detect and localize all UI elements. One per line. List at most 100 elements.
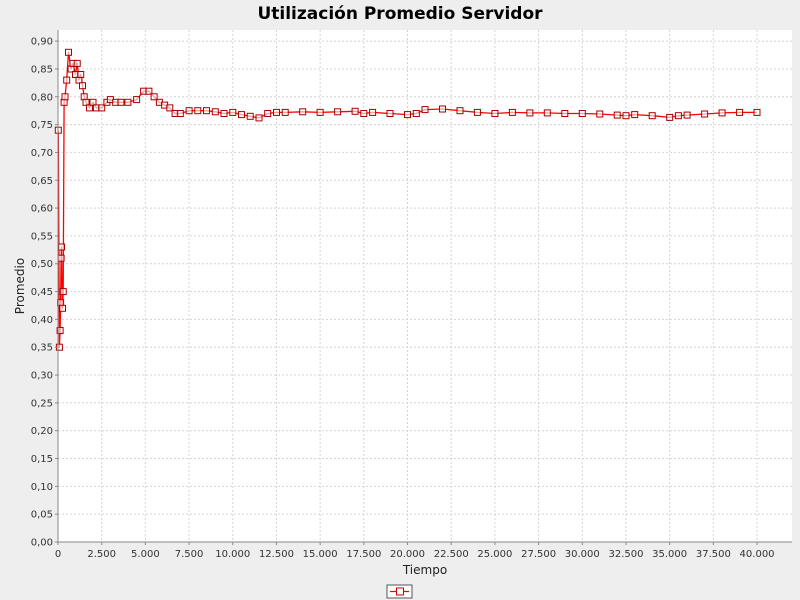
legend-marker-swatch <box>396 587 404 596</box>
x-tick-label: 32.500 <box>608 549 643 560</box>
data-point <box>508 108 516 116</box>
y-tick-label: 0,35 <box>31 343 53 354</box>
data-point <box>561 110 569 117</box>
x-tick-label: 5.000 <box>131 549 160 560</box>
data-point <box>596 110 604 118</box>
data-point <box>369 108 377 116</box>
legend[interactable] <box>386 584 413 599</box>
data-point <box>281 108 289 116</box>
data-point <box>63 76 71 84</box>
y-tick-label: 0,85 <box>31 64 53 75</box>
y-tick-label: 0,25 <box>31 398 53 409</box>
data-point <box>59 304 66 312</box>
data-point <box>166 104 174 112</box>
y-tick-label: 0,45 <box>31 287 53 298</box>
data-point <box>57 254 65 262</box>
data-point <box>229 108 237 116</box>
data-point <box>65 48 72 56</box>
y-tick-label: 0,50 <box>31 259 53 270</box>
data-point <box>220 110 228 117</box>
data-point <box>98 104 106 112</box>
x-tick-label: 7.500 <box>175 549 204 560</box>
data-point <box>117 98 125 106</box>
x-tick-label: 0 <box>55 549 61 560</box>
x-tick-label: 2.500 <box>87 549 116 560</box>
y-tick-label: 0,60 <box>31 204 53 215</box>
data-point <box>404 111 411 119</box>
x-tick-label: 20.000 <box>390 549 425 560</box>
data-point <box>753 108 761 116</box>
x-tick-label: 10.000 <box>215 549 250 560</box>
x-tick-label: 40.000 <box>740 549 775 560</box>
chart-title: Utilización Promedio Servidor <box>257 4 543 24</box>
x-tick-label: 15.000 <box>303 549 338 560</box>
data-point <box>622 112 630 120</box>
y-tick-label: 0,75 <box>31 120 53 131</box>
data-point <box>526 109 534 117</box>
data-point <box>360 110 368 117</box>
data-point <box>473 108 481 116</box>
data-point <box>316 108 324 116</box>
y-tick-label: 0,00 <box>31 538 53 549</box>
series-group <box>54 48 761 351</box>
data-point <box>648 112 656 120</box>
data-point <box>203 107 210 115</box>
x-tick-label: 12.500 <box>259 549 294 560</box>
data-point <box>299 108 307 116</box>
data-point <box>73 59 81 67</box>
x-tick-label: 27.500 <box>521 549 556 560</box>
data-point <box>194 107 202 115</box>
y-tick-label: 0,30 <box>31 371 53 382</box>
data-point <box>666 113 674 121</box>
data-point <box>701 110 709 118</box>
data-point <box>238 111 245 119</box>
y-tick-label: 0,90 <box>31 37 53 48</box>
data-point <box>613 111 621 119</box>
data-point <box>79 82 86 90</box>
data-point <box>421 106 429 114</box>
data-point <box>718 109 726 117</box>
x-tick-label: 17.500 <box>346 549 381 560</box>
data-point <box>150 93 158 101</box>
y-tick-label: 0,65 <box>31 176 53 187</box>
x-tick-label: 35.000 <box>652 549 687 560</box>
data-point <box>59 288 67 296</box>
x-tick-label: 25.000 <box>477 549 512 560</box>
y-tick-label: 0,80 <box>31 92 53 103</box>
data-point <box>543 109 551 117</box>
y-tick-label: 0,40 <box>31 315 53 326</box>
data-point <box>176 110 184 117</box>
y-tick-label: 0,05 <box>31 510 53 521</box>
data-point <box>61 93 69 101</box>
data-point <box>56 327 64 334</box>
data-point <box>246 112 254 120</box>
y-axis-title: Promedio <box>13 258 27 314</box>
data-point <box>412 110 420 117</box>
x-tick-label: 30.000 <box>565 549 600 560</box>
data-point <box>264 110 272 117</box>
data-point <box>77 71 85 78</box>
tick-labels: 0,00 0,05 0,10 0,15 0,20 0,25 0,30 0,35 0,40 0,45… <box>31 37 775 560</box>
x-tick-label: 37.500 <box>696 549 731 560</box>
data-point <box>255 114 263 122</box>
data-point <box>456 107 464 115</box>
data-point <box>211 108 219 116</box>
data-point <box>145 87 153 95</box>
data-point <box>736 108 744 116</box>
data-point <box>133 96 141 104</box>
data-point <box>351 107 359 115</box>
data-point <box>439 105 446 113</box>
data-point <box>185 107 193 115</box>
data-point <box>273 108 280 116</box>
y-tick-label: 0,10 <box>31 482 53 493</box>
y-tick-label: 0,20 <box>31 426 53 437</box>
data-point <box>334 108 342 116</box>
data-point <box>58 243 65 251</box>
x-axis-title: Tiempo <box>402 563 447 577</box>
data-point <box>578 110 586 117</box>
data-point <box>674 112 682 120</box>
y-tick-label: 0,55 <box>31 231 53 242</box>
data-point <box>124 98 132 106</box>
